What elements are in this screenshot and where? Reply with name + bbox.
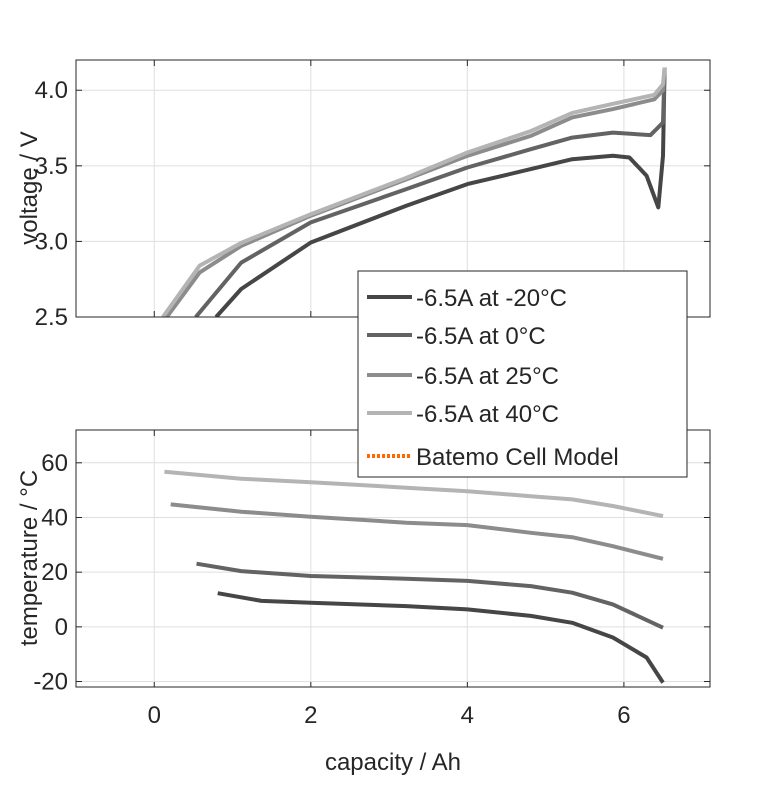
x-tick-label: 6	[617, 702, 630, 729]
x-tick-label: 4	[461, 702, 474, 729]
x-tick-label: 2	[304, 702, 317, 729]
y-tick-label: -20	[33, 669, 68, 696]
y-tick-label: 3.5	[35, 153, 68, 180]
legend-entry-label: -6.5A at -20°C	[416, 285, 567, 312]
legend: -6.5A at -20°C -6.5A at 0°C -6.5A at 25°C -…	[357, 270, 688, 478]
x-tick-label: 0	[148, 702, 161, 729]
series-line-0	[217, 591, 665, 684]
legend-box	[357, 270, 688, 478]
series-line-3	[161, 67, 667, 317]
y-tick-label: 2.5	[35, 304, 68, 331]
y-tick-label: 0	[55, 614, 68, 641]
x-axis-label: capacity / Ah	[325, 749, 461, 776]
legend-entry-label: -6.5A at 0°C	[416, 323, 546, 350]
y-tick-label: 40	[41, 504, 68, 531]
temperature-y-label: temperature / °C	[16, 470, 43, 646]
series-line-1	[194, 67, 667, 317]
y-tick-label: 4.0	[35, 77, 68, 104]
series-line-2	[165, 67, 667, 317]
y-tick-label: 3.0	[35, 228, 68, 255]
legend-entry-label: Batemo Cell Model	[416, 444, 619, 471]
series-line-3	[164, 469, 664, 519]
y-tick-label: 20	[41, 559, 68, 586]
series-line-1	[196, 561, 664, 630]
legend-entry-label: -6.5A at 25°C	[416, 363, 559, 390]
y-tick-label: 60	[41, 450, 68, 477]
series-line-2	[170, 502, 664, 561]
legend-entry-label: -6.5A at 40°C	[416, 401, 559, 428]
series-line-0	[214, 67, 667, 317]
voltage-y-label: voltage / V	[16, 131, 43, 244]
